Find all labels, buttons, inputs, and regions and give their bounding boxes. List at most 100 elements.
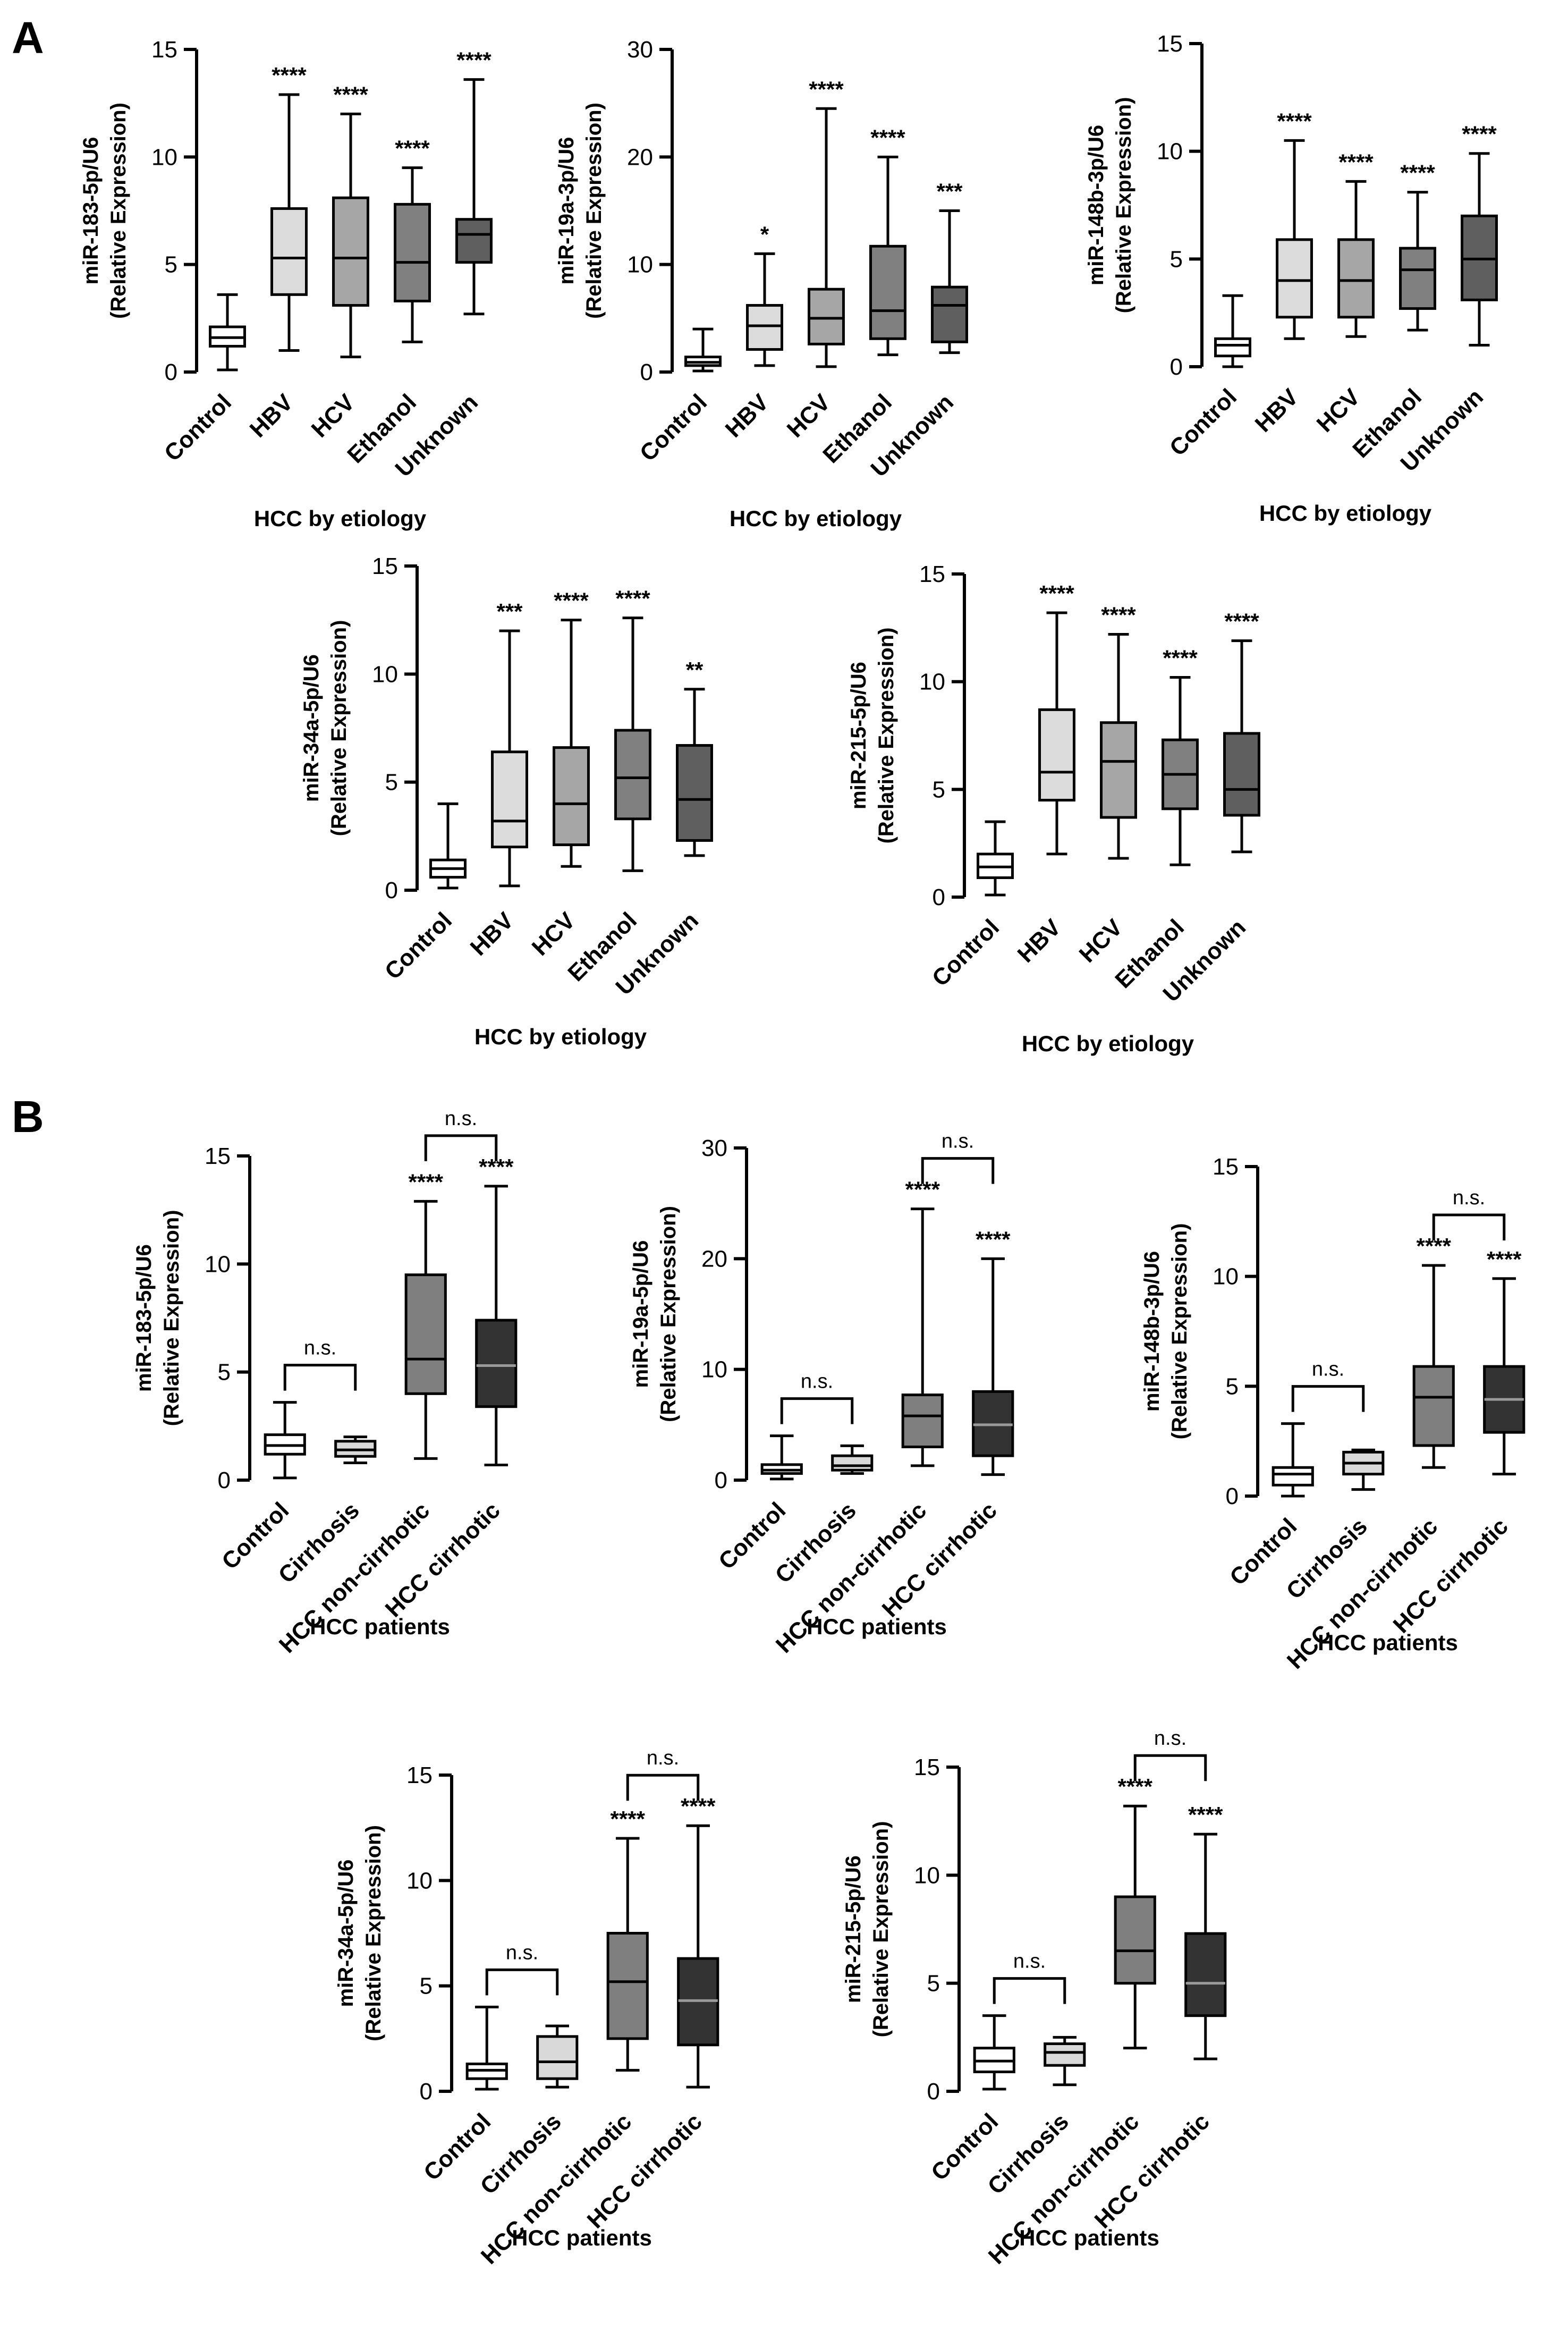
- significance-label: ****: [809, 77, 844, 102]
- box-hcc-cirrhotic: ****: [475, 1154, 518, 1467]
- y-tick-label: 15: [1213, 1154, 1239, 1180]
- x-tick-label-control: Control: [1165, 384, 1242, 461]
- bracket-label: n.s.: [1453, 1187, 1485, 1209]
- box-control: [1214, 294, 1251, 368]
- bracket-label: n.s.: [304, 1337, 336, 1359]
- box-unknown: ****: [455, 48, 493, 316]
- x-axis-title: HCC patients: [1318, 1630, 1458, 1655]
- y-axis-label-2: (Relative Expression): [1112, 97, 1135, 314]
- x-axis-title: HCC patients: [807, 1614, 947, 1639]
- bracket-label: n.s.: [1312, 1358, 1344, 1381]
- box-hcc-non-cirrhotic: ****: [606, 1806, 649, 2072]
- box-iqr: [404, 1273, 447, 1395]
- x-tick-label-hbv: HBV: [1013, 914, 1066, 968]
- significance-label: ****: [1400, 161, 1435, 185]
- y-tick-label: 15: [406, 1762, 433, 1788]
- y-tick-label: 15: [205, 1143, 231, 1169]
- y-tick-label: 0: [715, 1467, 727, 1493]
- bracket-label: n.s.: [1013, 1950, 1046, 1973]
- box-iqr: [1038, 708, 1075, 802]
- box-control: [1272, 1422, 1314, 1498]
- bracket-line: [485, 1968, 559, 1996]
- box-iqr: [1223, 732, 1260, 817]
- significance-label: ****: [1277, 108, 1312, 133]
- box-hbv: ****: [1038, 581, 1075, 856]
- significance-label: ****: [456, 48, 491, 73]
- bracket-line: [1291, 1385, 1365, 1412]
- chart-b5: 0 5 10 15 miR-215-5p/U6 (Relative Expression)…: [842, 1727, 1227, 2269]
- bracket-label: n.s.: [1154, 1727, 1186, 1750]
- box-hbv: ****: [270, 63, 308, 352]
- significance-label: ****: [976, 1227, 1011, 1252]
- y-tick-label: 0: [933, 884, 945, 910]
- box-cirrhosis: [1044, 2036, 1086, 2087]
- y-tick-label: 5: [933, 776, 945, 803]
- chart-a2: 0 10 20 30 miR-19a-3p/U6 (Relative Expression…: [555, 37, 968, 531]
- chart-a1: 0 5 10 15 miR-183-5p/U6 (Relative Expression)…: [79, 37, 493, 531]
- box-hcc-cirrhotic: ****: [1483, 1247, 1525, 1476]
- y-tick-label: 0: [165, 359, 177, 385]
- box-control: [264, 1401, 306, 1480]
- bracket-label: n.s.: [647, 1747, 679, 1769]
- x-tick-label-hcv: HCV: [1074, 914, 1128, 968]
- y-tick-label: 0: [640, 359, 653, 385]
- significance-bracket: n.s.: [283, 1337, 357, 1391]
- box-cirrhosis: [536, 2024, 579, 2089]
- box-iqr: [1184, 1932, 1227, 2017]
- box-iqr: [606, 1932, 649, 2040]
- bracket-line: [993, 1977, 1066, 2004]
- y-tick-label: 0: [385, 877, 398, 903]
- x-axis-title: HCC patients: [512, 2225, 652, 2250]
- significance-bracket: n.s.: [1133, 1727, 1207, 1781]
- box-iqr: [1276, 238, 1313, 319]
- box-unknown: ****: [1223, 609, 1260, 854]
- box-iqr: [270, 207, 308, 296]
- significance-label: ***: [496, 599, 523, 624]
- y-tick-label: 0: [927, 2079, 940, 2105]
- significance-bracket: n.s.: [1291, 1358, 1365, 1412]
- box-hcc-non-cirrhotic: ****: [1412, 1234, 1455, 1469]
- bracket-label: n.s.: [801, 1371, 833, 1393]
- box-unknown: **: [676, 657, 713, 857]
- box-iqr: [901, 1393, 944, 1448]
- box-iqr: [808, 288, 845, 345]
- y-tick-label: 10: [151, 144, 177, 170]
- y-tick-label: 10: [914, 1862, 940, 1888]
- y-tick-label: 0: [1170, 354, 1183, 380]
- y-tick-label: 30: [627, 37, 653, 63]
- box-hcc-non-cirrhotic: ****: [901, 1177, 944, 1467]
- box-iqr: [869, 244, 906, 340]
- y-tick-label: 15: [372, 553, 398, 579]
- box-iqr: [475, 1319, 518, 1408]
- y-axis-label: miR-183-5p/U6: [79, 137, 103, 285]
- y-tick-label: 5: [165, 252, 177, 278]
- box-ethanol: ****: [1399, 161, 1436, 332]
- box-iqr: [1044, 2042, 1086, 2067]
- y-axis-label-2: (Relative Expression): [107, 103, 130, 319]
- y-axis-label: miR-148b-3p/U6: [1084, 125, 1108, 285]
- significance-label: ****: [870, 125, 905, 150]
- box-iqr: [394, 202, 431, 302]
- box-iqr: [1399, 247, 1436, 310]
- significance-bracket: n.s.: [1432, 1187, 1506, 1240]
- y-tick-label: 0: [1226, 1483, 1239, 1509]
- y-tick-label: 15: [914, 1754, 940, 1780]
- box-iqr: [332, 196, 369, 307]
- significance-label: ****: [1224, 609, 1259, 634]
- significance-label: ****: [1487, 1247, 1522, 1272]
- y-tick-label: 10: [205, 1251, 231, 1277]
- box-ethanol: ****: [614, 586, 651, 872]
- box-hcc-non-cirrhotic: ****: [404, 1169, 447, 1460]
- y-axis-label-2: (Relative Expression): [582, 103, 606, 319]
- significance-label: ****: [1462, 122, 1497, 147]
- bracket-line: [1432, 1213, 1506, 1240]
- box-iqr: [1412, 1365, 1455, 1447]
- box-iqr: [553, 746, 590, 847]
- y-axis-label-2: (Relative Expression): [1168, 1223, 1191, 1440]
- chart-b4: 0 5 10 15 miR-34a-5p/U6 (Relative Expression)…: [334, 1747, 719, 2269]
- box-control: [977, 820, 1014, 897]
- x-tick-label-control: Control: [927, 914, 1004, 991]
- box-ethanol: ****: [869, 125, 906, 357]
- significance-bracket: n.s.: [780, 1371, 854, 1424]
